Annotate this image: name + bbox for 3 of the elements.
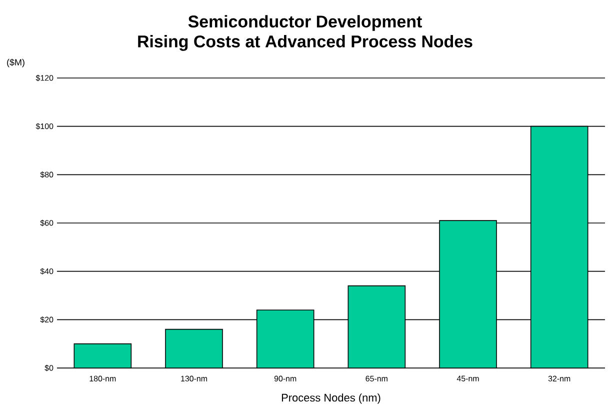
x-axis-title: Process Nodes (nm)	[282, 394, 380, 404]
chart-title: Semiconductor Development Rising Costs at Advanced Process Nodes	[138, 15, 472, 51]
y-axis-title: ($M)	[7, 58, 24, 68]
